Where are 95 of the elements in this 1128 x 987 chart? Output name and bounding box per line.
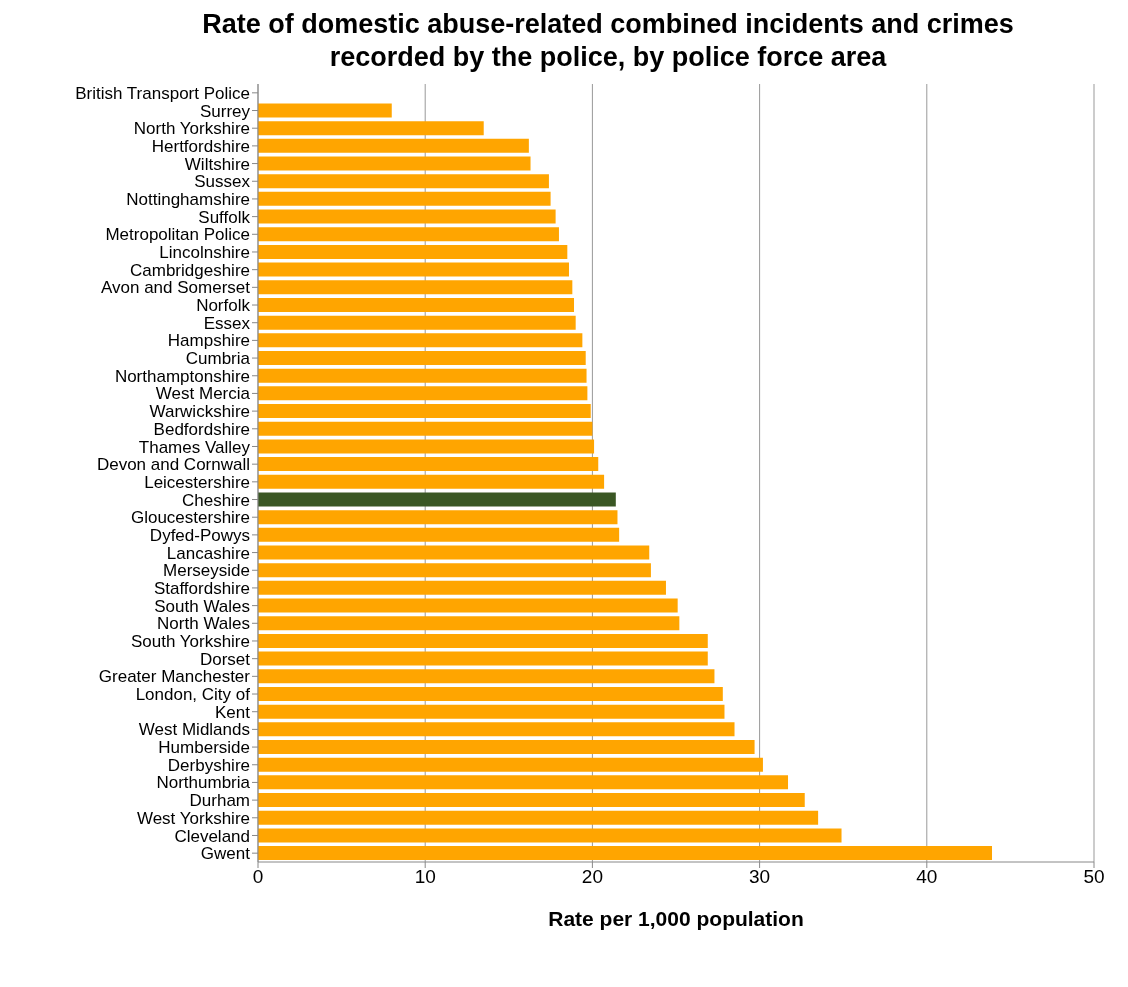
bar [258, 174, 549, 189]
bar [258, 280, 573, 295]
y-tick-label: Surrey [199, 101, 251, 121]
y-tick-label: Dyfed-Powys [149, 525, 250, 545]
x-tick-label: 20 [581, 866, 603, 888]
y-tick-label: Cheshire [181, 490, 250, 510]
y-tick-label: Humberside [158, 738, 250, 758]
y-tick-label: Sussex [194, 172, 251, 192]
y-tick-label: Nottinghamshire [126, 189, 250, 209]
bar [258, 227, 559, 242]
y-tick-label: Leicestershire [144, 472, 250, 492]
bar [258, 315, 576, 330]
y-tick-label: Gloucestershire [130, 508, 250, 528]
bar [258, 138, 529, 153]
y-tick-label: Suffolk [198, 207, 251, 227]
y-tick-label: South Yorkshire [130, 632, 250, 652]
y-tick-label: Cleveland [174, 826, 250, 846]
y-tick-label: Cumbria [185, 349, 251, 369]
bar [258, 404, 591, 419]
bar [258, 686, 723, 701]
bar [258, 722, 735, 737]
bar [258, 704, 725, 719]
bar [258, 474, 605, 489]
bar [258, 563, 651, 578]
bar [258, 775, 789, 790]
bar [258, 580, 666, 595]
bar [258, 793, 805, 808]
y-tick-label: Northamptonshire [114, 366, 250, 386]
y-tick-label: Staffordshire [153, 578, 250, 598]
bar [258, 297, 575, 312]
y-tick-label: London, City of [135, 685, 251, 705]
y-tick-label: West Yorkshire [136, 808, 250, 828]
bar [258, 209, 556, 224]
bar [258, 846, 993, 861]
y-tick-label: Norfolk [196, 296, 251, 316]
y-tick-label: Thames Valley [138, 437, 251, 457]
bar [258, 669, 715, 684]
bar [258, 103, 392, 118]
y-tick-label: Derbyshire [167, 755, 250, 775]
bar [258, 457, 599, 472]
y-tick-label: North Wales [157, 614, 250, 634]
bar [258, 510, 618, 525]
y-tick-label: Warwickshire [149, 402, 250, 422]
y-tick-label: Bedfordshire [153, 419, 250, 439]
bar [258, 191, 551, 206]
y-tick-label: Lancashire [166, 543, 250, 563]
x-tick-label: 40 [916, 866, 938, 888]
bar [258, 616, 680, 631]
y-tick-label: Gwent [200, 844, 251, 864]
x-tick-label: 10 [414, 866, 436, 888]
bar [258, 828, 842, 843]
bar [258, 598, 678, 613]
y-tick-label: Essex [203, 313, 251, 333]
x-tick-label: 0 [252, 866, 264, 888]
bar [258, 527, 620, 542]
y-tick-label: Avon and Somerset [101, 278, 251, 298]
y-tick-label: West Mercia [155, 384, 251, 404]
bar [258, 244, 568, 259]
chart-title: Rate of domestic abuse-related combined incidents and crimes recorded by the police, by police force area [201, 8, 1015, 74]
bar [258, 386, 588, 401]
y-tick-label: Hampshire [167, 331, 250, 351]
bar [258, 740, 755, 754]
bar [258, 156, 531, 171]
y-tick-label: Metropolitan Police [105, 225, 250, 245]
y-tick-label: Lincolnshire [159, 243, 250, 263]
bar [258, 262, 569, 277]
bar [258, 439, 595, 454]
y-tick-label: Hertfordshire [151, 136, 250, 156]
bar [258, 651, 708, 666]
x-tick-label: 50 [1083, 866, 1105, 888]
y-tick-label: Wiltshire [184, 154, 250, 174]
x-tick-label: 30 [749, 866, 771, 888]
y-tick-label: Durham [189, 791, 250, 811]
bar [258, 545, 650, 560]
bar [258, 633, 708, 648]
y-tick-label: Devon and Cornwall [96, 455, 250, 475]
bar [258, 810, 819, 825]
bar [258, 757, 763, 772]
bar [258, 333, 583, 348]
y-tick-label: North Yorkshire [133, 119, 250, 139]
y-tick-label: British Transport Police [75, 83, 250, 103]
bar [258, 492, 616, 507]
y-tick-label: Greater Manchester [98, 667, 251, 687]
y-tick-label: South Wales [154, 596, 250, 616]
y-tick-label: Dorset [199, 649, 251, 669]
x-axis-title: Rate per 1,000 population [548, 907, 804, 930]
bar [258, 421, 593, 436]
y-tick-label: Cambridgeshire [130, 260, 250, 280]
bar [258, 121, 484, 136]
y-tick-label: Kent [215, 702, 251, 722]
y-tick-label: Northumbria [156, 773, 251, 793]
bar [258, 368, 587, 383]
y-tick-label: Merseyside [163, 561, 250, 581]
bar [258, 351, 586, 365]
y-tick-label: West Midlands [138, 720, 250, 740]
